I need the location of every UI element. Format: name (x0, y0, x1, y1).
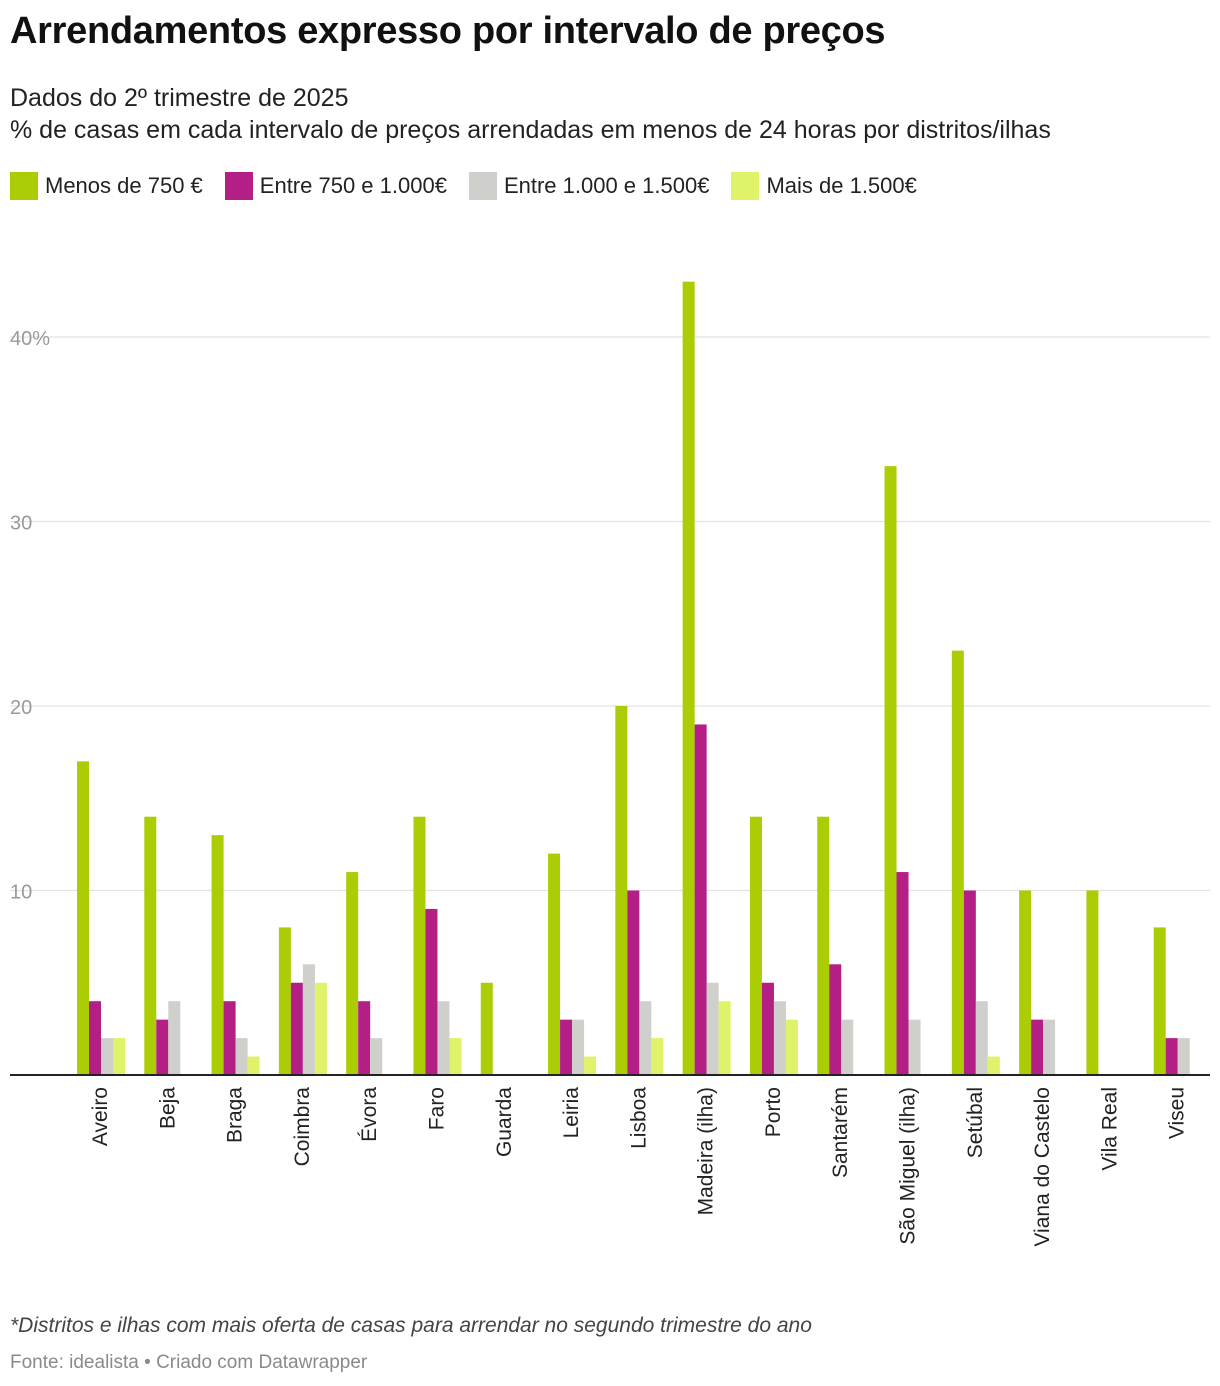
bar-14-4 (987, 1056, 1000, 1075)
x-tick-label-9: Lisboa (627, 1087, 650, 1149)
bar-15-2 (1031, 1019, 1044, 1075)
bar-1-4 (113, 1038, 125, 1075)
bar-9-4 (651, 1038, 664, 1075)
x-tick-label-5: Évora (358, 1087, 381, 1142)
bar-6-3 (437, 1001, 450, 1075)
bar-8-3 (572, 1019, 585, 1075)
bar-10-3 (706, 982, 719, 1075)
x-tick-label-6: Faro (425, 1087, 448, 1130)
bar-3-2 (223, 1001, 236, 1075)
bar-5-2 (358, 1001, 371, 1075)
legend-label-1: Menos de 750 € (45, 173, 203, 198)
x-tick-label-8: Leiria (560, 1087, 583, 1139)
source-credit: Fonte: idealista • Criado com Datawrappe… (10, 1352, 368, 1373)
chart-subtitle: Dados do 2º trimestre de 2025 % de casas… (10, 82, 1051, 146)
bar-6-4 (449, 1038, 462, 1075)
bar-2-3 (168, 1001, 181, 1075)
bar-16-1 (1086, 890, 1099, 1075)
x-tick-label-16: Vila Real (1098, 1087, 1121, 1171)
bar-13-3 (908, 1019, 921, 1075)
x-tick-label-15: Viana do Castelo (1031, 1087, 1054, 1247)
x-tick-label-1: Aveiro (89, 1087, 112, 1146)
x-tick-label-14: Setúbal (964, 1087, 987, 1158)
bar-14-2 (963, 890, 976, 1075)
bar-7-1 (480, 982, 493, 1075)
x-tick-label-7: Guarda (493, 1087, 516, 1157)
legend-swatch-2 (224, 172, 253, 200)
bar-1-1 (77, 761, 89, 1075)
bar-11-3 (773, 1001, 786, 1075)
bar-11-1 (749, 816, 762, 1075)
bar-9-1 (615, 706, 628, 1075)
legend: Menos de 750 € Entre 750 e 1.000€ Entre … (10, 172, 939, 200)
bar-5-1 (346, 872, 359, 1075)
bar-1-3 (101, 1038, 113, 1075)
x-tick-label-4: Coimbra (291, 1087, 314, 1167)
bar-10-1 (682, 281, 695, 1075)
x-tick-label-13: São Miguel (ilha) (897, 1087, 920, 1245)
bar-4-2 (290, 982, 303, 1075)
bar-2-2 (156, 1019, 169, 1075)
bar-3-3 (235, 1038, 248, 1075)
bar-13-2 (896, 872, 909, 1075)
bar-2-1 (144, 816, 157, 1075)
bar-5-3 (370, 1038, 383, 1075)
bar-6-1 (413, 816, 426, 1075)
x-tick-label-17: Viseu (1166, 1087, 1189, 1139)
legend-item-1: Menos de 750 € (10, 172, 203, 200)
x-tick-label-2: Beja (156, 1087, 179, 1129)
bar-8-1 (548, 853, 561, 1075)
bar-10-4 (718, 1001, 731, 1075)
bar-4-3 (302, 964, 315, 1075)
legend-label-2: Entre 750 e 1.000€ (259, 173, 447, 198)
bar-4-1 (278, 927, 291, 1075)
footnote: *Distritos e ilhas com mais oferta de ca… (10, 1314, 812, 1337)
bar-8-2 (560, 1019, 573, 1075)
bar-13-1 (884, 466, 897, 1075)
y-tick-label-10: 10 (10, 882, 32, 904)
bar-17-2 (1165, 1038, 1178, 1075)
legend-label-4: Mais de 1.500€ (766, 173, 917, 198)
legend-swatch-1 (10, 172, 38, 200)
bar-11-4 (785, 1019, 798, 1075)
bar-12-2 (829, 964, 842, 1075)
bar-1-2 (89, 1001, 101, 1075)
y-tick-label-20: 20 (10, 697, 32, 719)
bar-9-3 (639, 1001, 652, 1075)
y-tick-label-30: 30 (10, 513, 32, 535)
bar-15-3 (1043, 1019, 1056, 1075)
subtitle-line-2: % de casas em cada intervalo de preços a… (10, 116, 1051, 144)
legend-item-3: Entre 1.000 e 1.500€ (468, 172, 710, 200)
bar-10-2 (694, 724, 707, 1075)
bar-14-1 (951, 650, 964, 1075)
x-tick-label-10: Madeira (ilha) (695, 1087, 718, 1215)
bar-9-2 (627, 890, 640, 1075)
legend-swatch-4 (731, 172, 760, 200)
legend-item-2: Entre 750 e 1.000€ (224, 172, 447, 200)
x-tick-label-11: Porto (762, 1087, 785, 1137)
legend-label-3: Entre 1.000 e 1.500€ (503, 173, 710, 198)
bar-3-1 (211, 835, 224, 1075)
legend-item-4: Mais de 1.500€ (731, 172, 917, 200)
bar-17-3 (1177, 1038, 1190, 1075)
bar-8-4 (584, 1056, 597, 1075)
bar-11-2 (761, 982, 774, 1075)
bar-12-1 (817, 816, 830, 1075)
bar-6-2 (425, 908, 438, 1075)
bar-4-4 (314, 982, 327, 1075)
bar-14-3 (975, 1001, 988, 1075)
x-tick-label-12: Santarém (829, 1087, 852, 1178)
bar-12-3 (841, 1019, 854, 1075)
bar-17-1 (1153, 927, 1166, 1075)
x-tick-label-3: Braga (224, 1087, 247, 1143)
bar-15-1 (1019, 890, 1032, 1075)
subtitle-line-1: Dados do 2º trimestre de 2025 (10, 84, 349, 112)
y-tick-label-40: 40% (10, 328, 50, 350)
chart-title: Arrendamentos expresso por intervalo de … (10, 10, 886, 52)
bar-chart: 10 20 30 40% Aveiro Beja Braga Coimbra Évora Faro… (10, 281, 1210, 1247)
bar-3-4 (247, 1056, 260, 1075)
legend-swatch-3 (468, 172, 497, 200)
